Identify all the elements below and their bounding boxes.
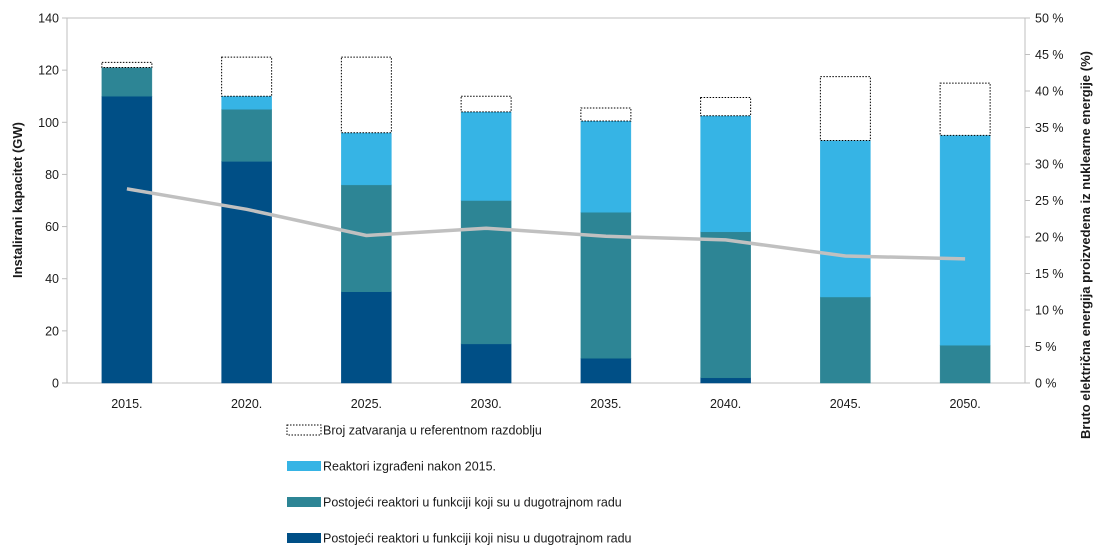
bar-segment <box>341 291 392 384</box>
y-axis-title: Instalirani kapacitet (GW) <box>10 122 25 278</box>
bar-segment <box>580 357 632 384</box>
bar-segment <box>101 61 153 69</box>
bar-segment <box>460 95 512 113</box>
legend: Broj zatvaranja u referentnom razdoblju R… <box>286 424 632 546</box>
y-axis-ticks: 0 20 40 60 80 100 120 140 <box>38 12 67 391</box>
x-tick-label: 2020. <box>231 397 262 411</box>
y2-tick-label: 40 % <box>1035 85 1064 99</box>
x-tick-label: 2030. <box>470 397 501 411</box>
bar-segment <box>221 161 272 384</box>
x-tick-label: 2025. <box>351 397 382 411</box>
bar-segment <box>700 115 751 233</box>
y2-tick-label: 35 % <box>1035 121 1064 135</box>
bar-segment <box>939 82 991 136</box>
bar-segment <box>700 377 751 384</box>
y2-tick-label: 15 % <box>1035 267 1064 281</box>
bar-segment <box>700 97 752 117</box>
y-tick-label: 140 <box>38 12 59 26</box>
bar-segment <box>580 107 632 122</box>
y2-tick-label: 20 % <box>1035 231 1064 245</box>
legend-swatch <box>287 461 321 471</box>
x-tick-label: 2050. <box>949 397 980 411</box>
y2-tick-label: 5 % <box>1035 340 1057 354</box>
y2-tick-label: 45 % <box>1035 48 1064 62</box>
y-tick-label: 40 <box>45 272 59 286</box>
bar-segment <box>221 95 272 110</box>
bar-segment <box>939 135 991 346</box>
legend-swatch <box>286 424 322 436</box>
bar-segment <box>460 200 512 345</box>
nuclear-share-line <box>126 187 966 261</box>
bar-segment <box>101 95 153 384</box>
y2-axis-ticks: 0 % 5 % 10 % 15 % 20 % 25 % 30 % 35 % 40 % 45 % 50… <box>1025 12 1064 391</box>
legend-swatch <box>287 533 321 543</box>
legend-label: Reaktori izgrađeni nakon 2015. <box>323 460 496 474</box>
bar-segment <box>820 140 871 298</box>
y-tick-label: 20 <box>45 324 59 338</box>
x-tick-label: 2045. <box>830 397 861 411</box>
y2-tick-label: 50 % <box>1035 12 1064 26</box>
y-tick-label: 60 <box>45 220 59 234</box>
y2-tick-label: 25 % <box>1035 194 1064 208</box>
bar-segment <box>700 231 751 379</box>
y-tick-label: 0 <box>52 377 59 391</box>
y-tick-label: 100 <box>38 116 59 130</box>
bar-segment <box>580 120 632 213</box>
bar-segment <box>341 132 392 186</box>
x-tick-label: 2015. <box>111 397 142 411</box>
legend-label: Postojeći reaktori u funkciji koji nisu … <box>323 532 632 546</box>
bar-segment <box>820 296 871 384</box>
bar-segment <box>939 344 991 384</box>
y-tick-label: 120 <box>38 64 59 78</box>
bar-segment <box>460 111 512 201</box>
bar-segment <box>221 56 273 97</box>
x-tick-label: 2040. <box>710 397 741 411</box>
y2-tick-label: 0 % <box>1035 377 1057 391</box>
plot-area <box>66 17 1026 384</box>
bar-segment <box>340 56 392 134</box>
y2-axis-title: Bruto električna energija proizvedena iz… <box>1078 51 1093 439</box>
bar-segment <box>221 109 272 162</box>
bars-group <box>101 56 991 384</box>
y2-tick-label: 30 % <box>1035 158 1064 172</box>
x-axis-ticks: 2015. 2020. 2025. 2030. 2035. 2040. 2045. 2050. <box>111 397 981 411</box>
bar-segment <box>460 343 512 384</box>
legend-swatch <box>287 497 321 507</box>
bar-segment <box>101 67 153 97</box>
legend-label: Broj zatvaranja u referentnom razdoblju <box>323 424 542 438</box>
y-tick-label: 80 <box>45 168 59 182</box>
bar-segment <box>819 76 871 142</box>
x-tick-label: 2035. <box>590 397 621 411</box>
bar-segment <box>341 184 392 293</box>
y2-tick-label: 10 % <box>1035 304 1064 318</box>
legend-label: Postojeći reaktori u funkciji koji su u … <box>323 496 622 510</box>
